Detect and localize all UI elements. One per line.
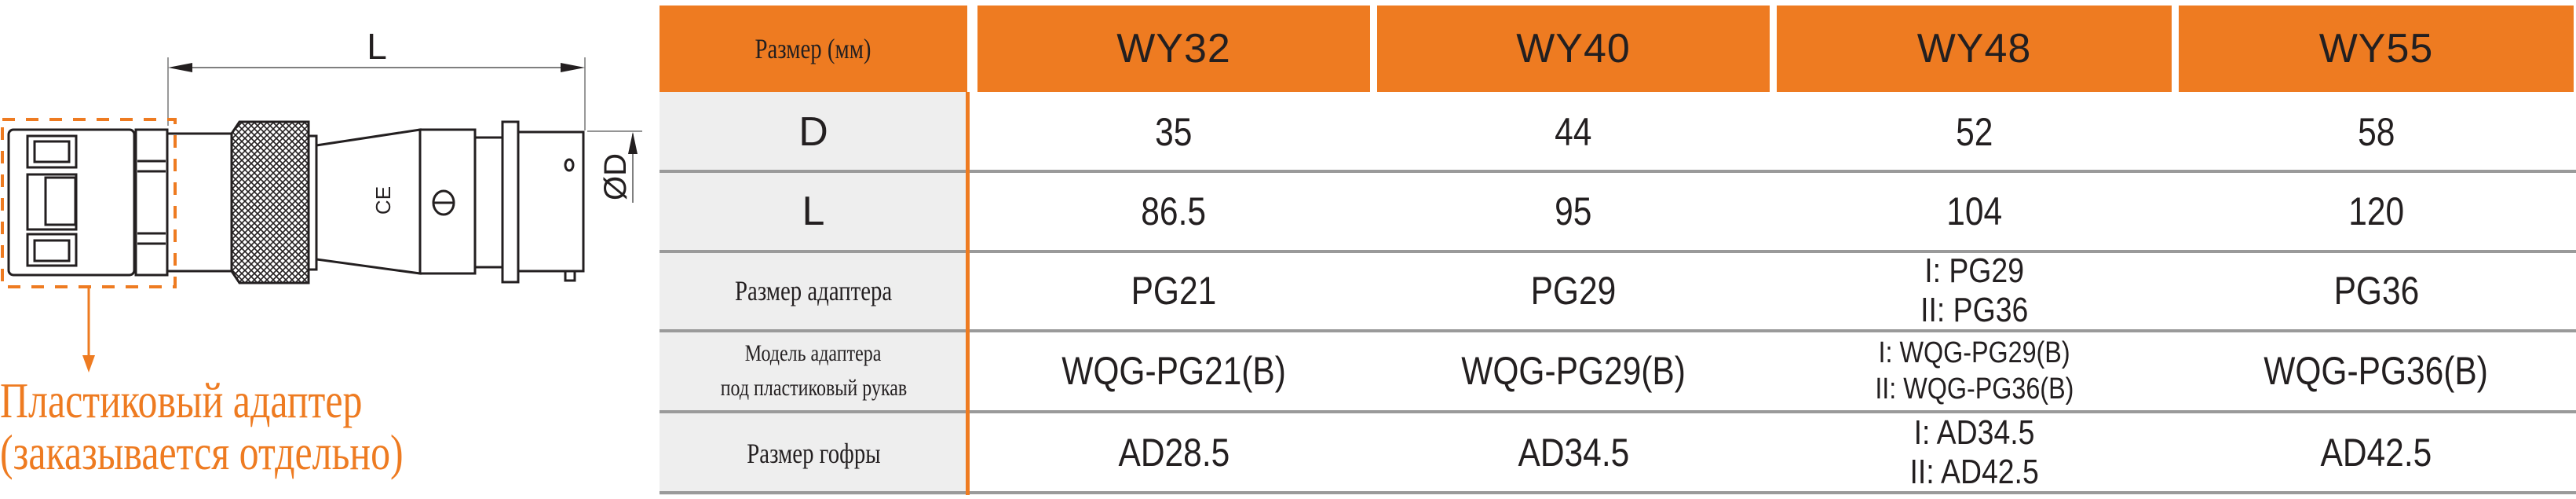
length-dimension — [167, 57, 586, 130]
callout-line-1: Пластиковый адаптер — [0, 372, 363, 428]
cell-value: PG21 — [1131, 269, 1217, 313]
row-divider — [660, 410, 2576, 413]
cell-value: PG36 — [2333, 269, 2419, 313]
callout-arrow-head — [82, 355, 95, 372]
row-label-corrugation-size: Размер гофры — [660, 412, 967, 495]
table-cell: AD34.5 — [1377, 412, 1770, 493]
cell-value: 44 — [1555, 109, 1592, 154]
row-label-text-line-2: под пластиковый рукав — [720, 375, 907, 401]
row-label-adapter-model: Модель адаптера под пластиковый рукав — [660, 330, 967, 412]
table-cell: 86.5 — [977, 171, 1370, 251]
table-cell: 35 — [977, 92, 1370, 171]
connector-drawing: L ØD CE — [0, 0, 660, 495]
row-divider — [660, 491, 2576, 494]
table-cell: I: PG29 II: PG36 — [1777, 251, 2172, 330]
table-cell: 95 — [1377, 171, 1770, 251]
header-model-wy48: WY48 — [1777, 6, 2172, 92]
connector-illustration: L ØD CE — [1, 26, 642, 372]
row-label-text: Размер адаптера — [734, 275, 893, 306]
header-model-wy40: WY40 — [1377, 6, 1770, 92]
row-label-text-line-1: Модель адаптера — [745, 340, 882, 366]
diameter-label: ØD — [598, 153, 633, 200]
table-cell: 104 — [1777, 171, 2172, 251]
cell-value: 58 — [2357, 109, 2395, 154]
label-column-separator — [966, 92, 970, 495]
row-label-text: Размер гофры — [746, 438, 881, 469]
table-cell: WQG-PG36(B) — [2179, 330, 2574, 412]
row-label-adapter-size: Размер адаптера — [660, 251, 967, 330]
table-cell: I: WQG-PG29(B) II: WQG-PG36(B) — [1777, 330, 2172, 412]
row-divider — [660, 170, 2576, 173]
table-cell: PG21 — [977, 251, 1370, 330]
table-cell: AD42.5 — [2179, 412, 2574, 493]
header-model-wy32: WY32 — [977, 6, 1370, 92]
table-cell: 120 — [2179, 171, 2574, 251]
table-cell: AD28.5 — [977, 412, 1370, 493]
cell-value: AD28.5 — [1118, 431, 1230, 475]
table-cell: PG29 — [1377, 251, 1770, 330]
cell-value: 120 — [2348, 189, 2404, 233]
cell-value: 86.5 — [1141, 189, 1207, 233]
cell-value: WQG-PG29(B) — [1461, 349, 1686, 393]
cell-value: I: PG29 — [1924, 251, 2024, 290]
svg-text:CE: CE — [371, 186, 395, 215]
row-divider — [660, 250, 2576, 253]
header-model-wy55: WY55 — [2179, 6, 2574, 92]
callout-line-2: (заказывается отдельно) — [0, 424, 404, 480]
header-label-cell: Размер (мм) — [660, 6, 967, 92]
cell-value: 95 — [1555, 189, 1592, 233]
table-cell: 44 — [1377, 92, 1770, 171]
cell-value: II: PG36 — [1920, 291, 2029, 329]
adapter-highlight-box — [1, 118, 177, 288]
table-cell: 52 — [1777, 92, 2172, 171]
cell-value: AD42.5 — [2320, 431, 2432, 475]
cell-value: AD34.5 — [1518, 431, 1629, 475]
cell-value: 104 — [1946, 189, 2002, 233]
diameter-dimension — [587, 130, 642, 203]
row-divider — [660, 329, 2576, 332]
header-label: Размер (мм) — [755, 33, 871, 64]
table-cell: I: AD34.5 II: AD42.5 — [1777, 412, 2172, 493]
connector-body: CE — [7, 120, 585, 284]
cell-value: I: WQG-PG29(B) — [1878, 336, 2070, 369]
table-cell: WQG-PG29(B) — [1377, 330, 1770, 412]
cell-value: 52 — [1955, 109, 1993, 154]
length-label: L — [367, 26, 387, 67]
cell-value: WQG-PG36(B) — [2264, 349, 2489, 393]
cell-value: II: WQG-PG36(B) — [1874, 372, 2074, 405]
table-cell: WQG-PG21(B) — [977, 330, 1370, 412]
row-label-l: L — [660, 171, 967, 251]
table-cell: PG36 — [2179, 251, 2574, 330]
table-cell: 58 — [2179, 92, 2574, 171]
row-label-d: D — [660, 92, 967, 171]
cell-value: I: AD34.5 — [1913, 413, 2035, 452]
cell-value: WQG-PG21(B) — [1061, 349, 1286, 393]
cell-value: 35 — [1155, 109, 1193, 154]
cell-value: II: AD42.5 — [1909, 453, 2039, 491]
cell-value: PG29 — [1530, 269, 1617, 313]
